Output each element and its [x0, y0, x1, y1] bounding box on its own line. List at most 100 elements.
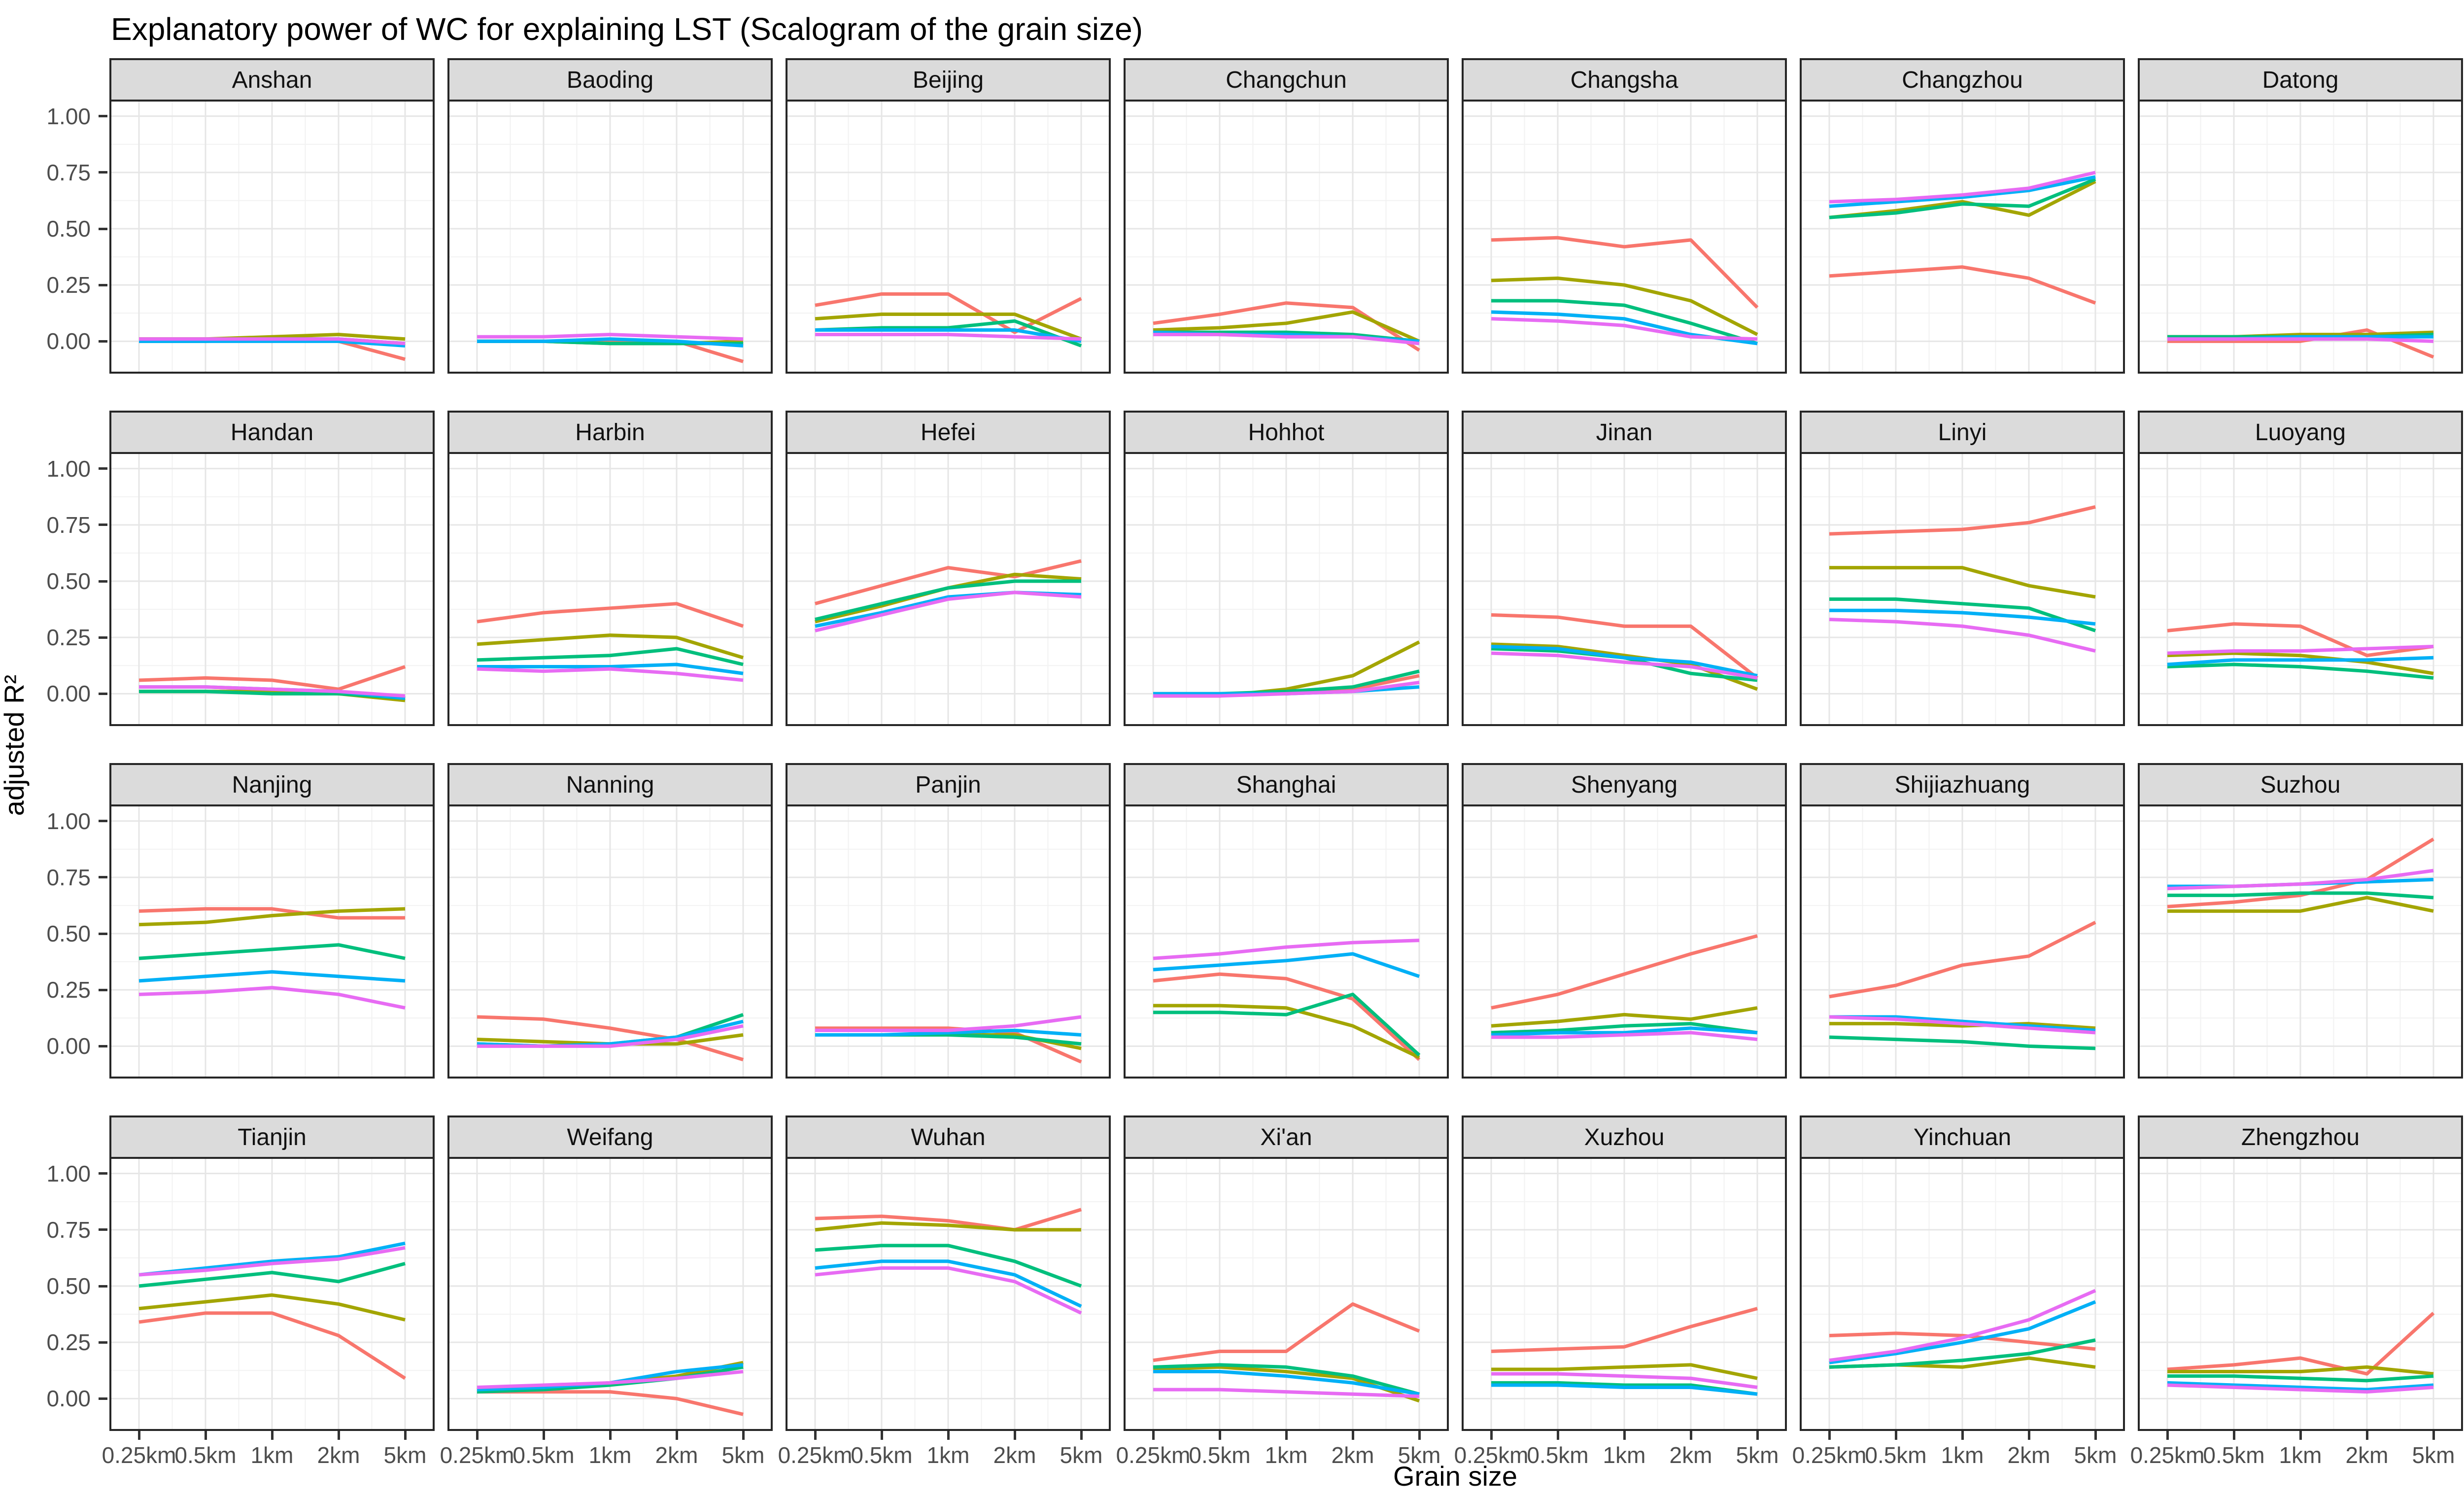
- series-line-40km: [1491, 299, 1758, 346]
- x-tick-label: 5km: [2074, 1442, 2117, 1468]
- series-line-20km: [815, 1026, 1082, 1064]
- facet-plot-area: [447, 804, 773, 1079]
- series-line-60km: [1491, 1372, 1758, 1389]
- facet-strip-title: Luoyang: [2138, 411, 2463, 452]
- facet-plot-area: [1800, 100, 2125, 374]
- series-line-60km: [138, 986, 406, 1010]
- facet-plot-area: [786, 100, 1111, 374]
- series-line-20km: [138, 907, 405, 920]
- facet-panel: Linyi: [1800, 411, 2125, 726]
- facet-strip-title: Anshan: [109, 58, 435, 100]
- facet-plot-area: [2138, 1157, 2463, 1431]
- x-tick: [204, 1431, 207, 1440]
- y-tick-label: 0.25: [46, 272, 91, 298]
- series-line-20km: [1829, 265, 2096, 305]
- x-tick-label: 2km: [2345, 1442, 2389, 1468]
- facet-panel: Wuhan: [786, 1115, 1111, 1431]
- y-tick: [99, 580, 107, 583]
- facet-plot-area: [1462, 100, 1787, 374]
- facet-plot-area: [109, 804, 435, 1079]
- y-tick-label: 0.75: [46, 1217, 91, 1243]
- facet-strip-title: Shanghai: [1124, 763, 1449, 804]
- facet-strip-title: Baoding: [447, 58, 773, 100]
- y-tick-label: 0.00: [46, 1033, 91, 1059]
- series-line-60km: [139, 685, 406, 698]
- x-tick: [1894, 1431, 1897, 1440]
- y-tick-label: 0.25: [46, 977, 91, 1003]
- facet-strip-title: Changchun: [1124, 58, 1449, 100]
- x-tick: [1490, 1431, 1493, 1440]
- facet-plot-area: [1462, 804, 1787, 1079]
- x-tick-label: 5km: [1060, 1442, 1103, 1468]
- series-line-60km: [2167, 644, 2434, 655]
- facet-plot-area: [109, 1157, 435, 1431]
- series-line-60km: [1153, 333, 1420, 346]
- x-tick: [1080, 1431, 1083, 1440]
- x-tick-label: 0.5km: [1865, 1442, 1927, 1468]
- x-tick: [2166, 1431, 2169, 1440]
- x-tick-label: 0.25km: [440, 1442, 514, 1468]
- series-line-60km: [477, 333, 744, 341]
- facet-panel: Xuzhou: [1462, 1115, 1787, 1431]
- series-line-40km: [138, 943, 406, 960]
- y-tick: [99, 1341, 107, 1344]
- y-tick-label: 0.25: [46, 625, 91, 651]
- y-tick-label: 0.75: [46, 159, 91, 185]
- y-tick: [99, 988, 107, 991]
- facet-panel: Anshan: [109, 58, 435, 374]
- facet-panel: Nanjing: [109, 763, 435, 1079]
- series-line-20km: [477, 1015, 744, 1062]
- y-tick-label: 0.50: [46, 568, 91, 594]
- facet-panel: Weifang: [447, 1115, 773, 1431]
- y-tick-label: 0.75: [46, 512, 91, 538]
- facet-panel: Yinchuan: [1800, 1115, 2125, 1431]
- facet-strip-title: Nanjing: [109, 763, 435, 804]
- x-tick: [814, 1431, 817, 1440]
- x-tick: [2094, 1431, 2097, 1440]
- y-tick-label: 0.50: [46, 921, 91, 947]
- x-tick: [1961, 1431, 1964, 1440]
- series-line-20km: [477, 602, 744, 628]
- series-line-50km: [815, 328, 1082, 343]
- series-line-40km: [1829, 1035, 2096, 1050]
- x-tick-label: 0.5km: [2203, 1442, 2265, 1468]
- y-tick-label: 0.75: [46, 864, 91, 890]
- series-line-20km: [1829, 505, 2096, 536]
- series-line-30km: [2167, 896, 2434, 913]
- facet-panel: Shijiazhuang: [1800, 763, 2125, 1079]
- x-tick-label: 0.5km: [513, 1442, 575, 1468]
- y-tick: [99, 115, 107, 118]
- series-line-40km: [1153, 992, 1421, 1057]
- series-line-20km: [1491, 1307, 1758, 1353]
- series-line-50km: [815, 1259, 1082, 1308]
- series-line-20km: [2167, 622, 2434, 658]
- series-line-30km: [1491, 276, 1758, 336]
- x-tick-label: 0.5km: [851, 1442, 913, 1468]
- series-line-50km: [139, 339, 406, 348]
- series-line-40km: [815, 1244, 1082, 1288]
- y-tick-label: 0.25: [46, 1329, 91, 1356]
- y-tick: [99, 876, 107, 879]
- x-tick: [337, 1431, 340, 1440]
- x-tick-label: 1km: [1265, 1442, 1308, 1468]
- series-line-50km: [1491, 1026, 1758, 1037]
- series-line-30km: [138, 907, 406, 927]
- facet-plot-area: [447, 1157, 773, 1431]
- x-tick-label: 1km: [1941, 1442, 1984, 1468]
- y-tick: [99, 1285, 107, 1288]
- y-tick-label: 1.00: [46, 455, 91, 482]
- facet-strip-title: Shijiazhuang: [1800, 763, 2125, 804]
- x-tick-label: 0.5km: [1527, 1442, 1589, 1468]
- series-line-60km: [1153, 1388, 1420, 1398]
- series-line-40km: [138, 1261, 406, 1288]
- y-tick-label: 1.00: [46, 808, 91, 834]
- facet-strip-title: Hefei: [786, 411, 1111, 452]
- series-line-40km: [1491, 1022, 1758, 1035]
- series-line-30km: [815, 1221, 1081, 1232]
- facet-strip-title: Tianjin: [109, 1115, 435, 1157]
- series-line-50km: [2167, 656, 2434, 666]
- y-tick: [99, 1228, 107, 1231]
- facet-strip-title: Hohhot: [1124, 411, 1449, 452]
- series-line-50km: [1491, 644, 1758, 678]
- y-tick: [99, 171, 107, 174]
